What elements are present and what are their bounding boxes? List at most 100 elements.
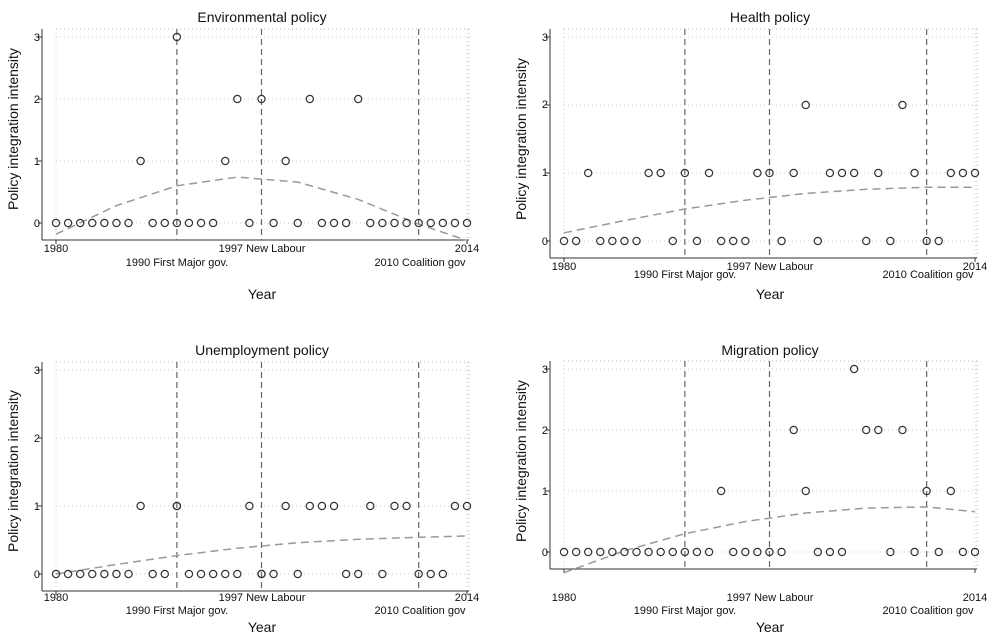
panel-3-point bbox=[208, 569, 218, 579]
panel-2-point bbox=[656, 168, 665, 178]
panel-3-point bbox=[88, 569, 97, 579]
panel-2-point bbox=[765, 168, 774, 178]
panel-4-point bbox=[632, 547, 641, 557]
panel-1-point bbox=[51, 218, 61, 228]
panel-2-point bbox=[608, 236, 617, 246]
panel-4-point bbox=[620, 547, 629, 557]
panel-3-fit-curve bbox=[55, 535, 468, 575]
panel-3-point bbox=[160, 569, 169, 579]
panel-2-point bbox=[970, 168, 980, 178]
panel-3-plot bbox=[38, 361, 472, 595]
panel-2-xtick-start: 1980 bbox=[552, 261, 576, 273]
panel-4-point bbox=[849, 364, 859, 374]
panel-4-point bbox=[801, 486, 810, 496]
panel-3-point bbox=[402, 501, 411, 511]
panel-2-ytick-1: 1 bbox=[542, 167, 548, 179]
panel-4-point bbox=[837, 547, 847, 557]
panel-3-point bbox=[124, 569, 133, 579]
panel-1-event-1-label: 1990 First Major gov. bbox=[126, 257, 229, 269]
panel-4-point bbox=[656, 547, 665, 557]
panel-2-event-3-label: 2010 Coalition gov bbox=[882, 269, 974, 281]
panel-4-point bbox=[668, 547, 677, 557]
panel-1-point bbox=[63, 218, 73, 228]
panel-2-point bbox=[874, 168, 883, 178]
panel-1-ytick-1: 1 bbox=[34, 156, 40, 168]
panel-1-point bbox=[438, 218, 448, 228]
panel-2-point bbox=[596, 236, 605, 246]
panel-2-plot bbox=[546, 28, 980, 262]
panel-3-point bbox=[233, 569, 242, 579]
panel-2-point bbox=[789, 168, 798, 178]
panel-2-point bbox=[583, 168, 593, 178]
panel-1-ytick-2: 2 bbox=[34, 94, 40, 106]
panel-3-ytick-0: 0 bbox=[34, 569, 40, 581]
panel-2-ytick-0: 0 bbox=[542, 236, 548, 248]
panel-2-point bbox=[910, 168, 919, 178]
panel-1-point bbox=[378, 218, 387, 228]
panel-2-point bbox=[862, 236, 871, 246]
panel-2-point bbox=[837, 168, 847, 178]
panel-3-xtick-start: 1980 bbox=[44, 592, 68, 604]
panel-3-point bbox=[184, 569, 194, 579]
panel-2-ytick-2: 2 bbox=[542, 99, 548, 111]
panel-3-point bbox=[51, 569, 61, 579]
panel-3-point bbox=[414, 569, 423, 579]
panel-1-plot bbox=[38, 28, 472, 244]
panel-3-point bbox=[462, 501, 472, 511]
panel-4-point bbox=[886, 547, 895, 557]
panel-1-ytick-3: 3 bbox=[34, 32, 40, 44]
panel-3-point bbox=[148, 569, 157, 579]
panel-2-point bbox=[946, 168, 956, 178]
panel-2-ylabel: Policy integration intensity bbox=[513, 58, 529, 220]
panel-1-point bbox=[221, 156, 230, 166]
panel-4-point bbox=[753, 547, 762, 557]
panel-1-point bbox=[305, 94, 315, 104]
panel-2-xlabel: Year bbox=[756, 286, 785, 302]
panel-3-point bbox=[450, 501, 460, 511]
panel-2-point bbox=[729, 236, 738, 246]
panel-2-title: Health policy bbox=[730, 9, 810, 25]
panel-2-point bbox=[571, 236, 581, 246]
panel-1-point bbox=[341, 218, 351, 228]
panel-4-point bbox=[825, 547, 835, 557]
panel-1-point bbox=[233, 94, 242, 104]
panel-4-ytick-0: 0 bbox=[542, 547, 548, 559]
panel-3-point bbox=[281, 501, 290, 511]
panel-4-point bbox=[596, 547, 605, 557]
panel-2-point bbox=[632, 236, 641, 246]
panel-1-point bbox=[402, 218, 411, 228]
panel-1-point bbox=[462, 218, 472, 228]
panel-4-point bbox=[559, 547, 569, 557]
panel-health: Health policy 0 1 2 3 1980 2014 1990 Fir… bbox=[513, 9, 987, 302]
panel-3-point bbox=[390, 501, 399, 511]
panel-4-point bbox=[571, 547, 581, 557]
panel-2-point bbox=[934, 236, 943, 246]
panel-1-point bbox=[148, 218, 157, 228]
panel-1-point bbox=[281, 156, 290, 166]
panel-3-point bbox=[136, 501, 145, 511]
panel-2-point bbox=[777, 236, 786, 246]
panel-4-point bbox=[644, 547, 653, 557]
panel-2-point bbox=[825, 168, 835, 178]
panel-3-xtick-end: 2014 bbox=[455, 592, 479, 604]
panel-3-point bbox=[269, 569, 278, 579]
panel-4-event-1-label: 1990 First Major gov. bbox=[634, 605, 737, 617]
panel-3-event-3-label: 2010 Coalition gov bbox=[374, 605, 466, 617]
panel-unemployment: Unemployment policy 0 1 2 3 1980 2014 19… bbox=[5, 342, 479, 635]
panel-2-point bbox=[741, 236, 750, 246]
panel-2-point bbox=[692, 236, 702, 246]
panel-2-point bbox=[849, 168, 859, 178]
panel-3-point bbox=[438, 569, 448, 579]
panel-3-point bbox=[293, 569, 302, 579]
panel-2-point bbox=[813, 236, 823, 246]
panel-1-point bbox=[100, 218, 109, 228]
panel-2-fit-curve bbox=[563, 186, 975, 234]
panel-1-point bbox=[450, 218, 460, 228]
panel-1-point bbox=[136, 156, 145, 166]
panel-4-point bbox=[934, 547, 943, 557]
panel-3-point bbox=[245, 501, 254, 511]
panel-4-point bbox=[862, 425, 871, 435]
panel-4-point bbox=[898, 425, 907, 435]
panel-1-point bbox=[88, 218, 97, 228]
